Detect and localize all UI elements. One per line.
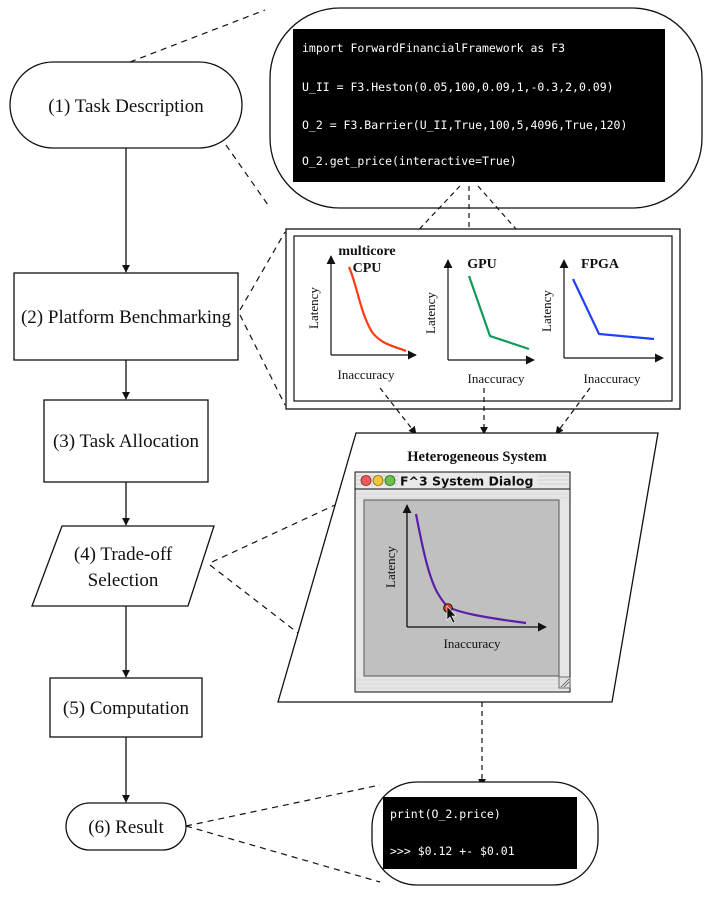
chart-cpu: multicore CPU Latency Inaccuracy xyxy=(306,244,417,382)
chart-gpu-title: GPU xyxy=(467,257,497,272)
step-2-platform-benchmarking xyxy=(13,272,239,361)
step-3-task-allocation xyxy=(43,399,209,483)
dialog-xlabel: Inaccuracy xyxy=(443,636,501,651)
pareto-curve xyxy=(414,513,527,625)
chart-fpga-xlabel: Inaccuracy xyxy=(583,371,641,386)
arrow-fpga-to-hetero xyxy=(555,387,591,435)
step-1-label: (1) Task Description xyxy=(48,96,204,117)
chart-fpga-curve xyxy=(572,278,655,341)
code-block-top xyxy=(293,29,665,182)
chart-cpu-title-line1: multicore xyxy=(338,244,395,259)
step-5-computation xyxy=(49,677,203,738)
code-bottom-line-2: >>> $0.12 +- $0.01 xyxy=(390,844,515,858)
code-bottom-line-1: print(O_2.price) xyxy=(390,807,501,821)
step-4-label-line2: Selection xyxy=(88,570,159,591)
step-4-tradeoff-selection xyxy=(31,525,215,607)
heterogeneous-system: Heterogeneous System F^3 System Dialog xyxy=(277,432,659,703)
step-4-label-line1: (4) Trade-off xyxy=(74,544,173,565)
window-zoom-button[interactable] xyxy=(384,475,396,486)
callout-lines xyxy=(129,9,381,883)
chart-gpu: GPU Latency Inaccuracy xyxy=(423,257,535,386)
step-2-label: (2) Platform Benchmarking xyxy=(21,307,232,328)
callout-6-bottom xyxy=(185,825,381,883)
code-line-1: import ForwardFinancialFramework as F3 xyxy=(302,41,565,55)
chart-cpu-ylabel: Latency xyxy=(306,287,321,329)
chart-gpu-xlabel: Inaccuracy xyxy=(467,371,525,386)
callout-2-bottom xyxy=(239,314,286,406)
window-minimize-button[interactable] xyxy=(372,475,384,486)
benchmark-panel: multicore CPU Latency Inaccuracy GPU Lat… xyxy=(285,228,681,410)
callout-1-bottom xyxy=(225,144,269,206)
callout-2-top xyxy=(239,231,286,311)
platform-to-hetero-arrows xyxy=(379,387,591,435)
step-5-label: (5) Computation xyxy=(63,698,190,719)
chart-fpga-ylabel: Latency xyxy=(539,290,554,332)
dialog-body-texture xyxy=(356,493,569,689)
code-callout-top: import ForwardFinancialFramework as F3 U… xyxy=(269,7,703,209)
code-line-4: O_2.get_price(interactive=True) xyxy=(302,154,517,168)
chart-fpga: FPGA Latency Inaccuracy xyxy=(539,257,664,386)
code-line-2: U_II = F3.Heston(0.05,100,0.09,1,-0.3,2,… xyxy=(302,80,614,94)
window-close-button[interactable] xyxy=(360,475,372,486)
hetero-title: Heterogeneous System xyxy=(407,449,546,465)
dialog-ylabel: Latency xyxy=(383,546,398,588)
callout-1-top xyxy=(129,9,266,63)
callout-4-top xyxy=(211,504,336,563)
code-block-bottom xyxy=(383,797,577,869)
chart-gpu-ylabel: Latency xyxy=(423,292,438,334)
chart-fpga-title: FPGA xyxy=(581,257,620,272)
arrow-cpu-to-hetero xyxy=(379,387,417,435)
chart-cpu-title-line2: CPU xyxy=(353,261,382,276)
chart-gpu-curve xyxy=(467,275,530,351)
resize-grip-icon[interactable] xyxy=(558,676,571,689)
callout-6-top xyxy=(185,784,381,827)
arrow-code-to-cpu xyxy=(395,185,461,255)
chart-cpu-curve xyxy=(347,266,407,353)
chart-cpu-xlabel: Inaccuracy xyxy=(337,367,395,382)
code-line-3: O_2 = F3.Barrier(U_II,True,100,5,4096,Tr… xyxy=(302,118,627,132)
code-callout-bottom: print(O_2.price) >>> $0.12 +- $0.01 xyxy=(371,781,599,886)
dialog-plot-pane xyxy=(363,499,560,677)
mouse-cursor-icon xyxy=(446,605,457,624)
step-6-label: (6) Result xyxy=(88,817,164,838)
dialog-title: F^3 System Dialog xyxy=(400,474,533,489)
system-dialog-window: F^3 System Dialog Latency Inaccuracy xyxy=(354,471,571,693)
step-3-label: (3) Task Allocation xyxy=(53,431,200,452)
flowchart: (1) Task Description (2) Platform Benchm… xyxy=(9,61,243,851)
